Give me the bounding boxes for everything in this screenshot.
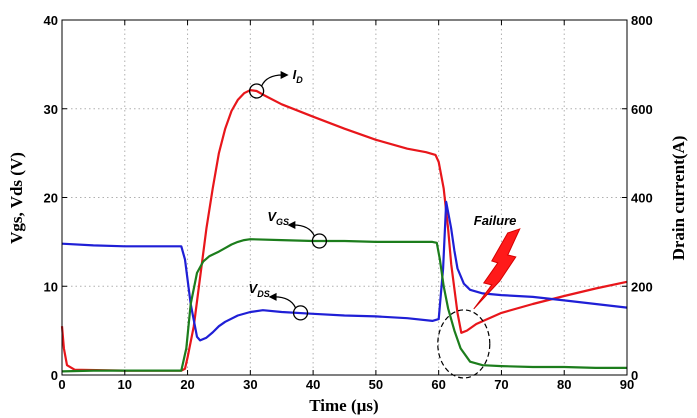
series-line-vgs <box>61 238 627 373</box>
x-tick-label: 10 <box>118 377 132 392</box>
series-label-id: ID <box>293 67 304 85</box>
series-layer <box>60 88 628 373</box>
series-line-id <box>60 88 628 372</box>
x-tick-label: 80 <box>557 377 571 392</box>
x-tick-label: 0 <box>58 377 65 392</box>
y-left-tick-label: 40 <box>44 13 58 28</box>
y-left-tick-label: 0 <box>51 368 58 383</box>
y-right-tick-label: 0 <box>631 368 638 383</box>
annotation-arrow-id <box>261 74 283 87</box>
x-axis-title: Time (µs) <box>309 396 378 415</box>
y-left-tick-label: 20 <box>44 191 58 206</box>
lightning-bolt-icon <box>473 228 521 310</box>
series-label-main: V <box>249 281 259 296</box>
annotation-arrowhead-id <box>280 71 289 79</box>
series-label-main: V <box>267 209 277 224</box>
x-tick-label: 70 <box>494 377 508 392</box>
y-right-tick-label: 400 <box>631 191 653 206</box>
y-left-tick-label: 10 <box>44 279 58 294</box>
annotation-arrowhead-vgs <box>287 220 296 229</box>
y-right-tick-label: 200 <box>631 279 653 294</box>
y-left-tick-label: 30 <box>44 102 58 117</box>
annotation-circle-id <box>248 83 265 99</box>
annotation-arrow-vgs <box>293 224 315 237</box>
tick-layer: 0 10 20 30 40 50 60 70 80 90010203040020040060080… <box>44 13 653 392</box>
annotation-circle-vds <box>292 305 309 321</box>
annotation-arrowhead-vds <box>268 292 277 301</box>
y-axis-left-title: Vgs, Vds (V) <box>7 152 26 244</box>
series-label-main: I <box>293 67 297 82</box>
series-label-subscript: DS <box>257 289 270 299</box>
y-right-tick-label: 800 <box>631 13 653 28</box>
x-tick-label: 30 <box>243 377 257 392</box>
failure-region-ellipse <box>437 309 491 379</box>
y-right-tick-label: 600 <box>631 102 653 117</box>
x-tick-label: 90 <box>620 377 634 392</box>
grid <box>62 20 627 375</box>
annotation-circle-vgs <box>311 233 328 249</box>
series-label-vgs: VGS <box>267 209 289 227</box>
series-label-subscript: GS <box>276 217 289 227</box>
x-tick-label: 50 <box>369 377 383 392</box>
series-label-vds: VDS <box>249 281 270 299</box>
annotation-arrow-vds <box>274 296 297 309</box>
x-tick-label: 40 <box>306 377 320 392</box>
x-tick-label: 60 <box>431 377 445 392</box>
failure-label: Failure <box>474 213 517 228</box>
x-tick-label: 20 <box>180 377 194 392</box>
y-axis-right-title: Drain current(A) <box>669 136 688 261</box>
series-line-vds <box>61 200 628 342</box>
series-label-subscript: D <box>296 75 303 85</box>
